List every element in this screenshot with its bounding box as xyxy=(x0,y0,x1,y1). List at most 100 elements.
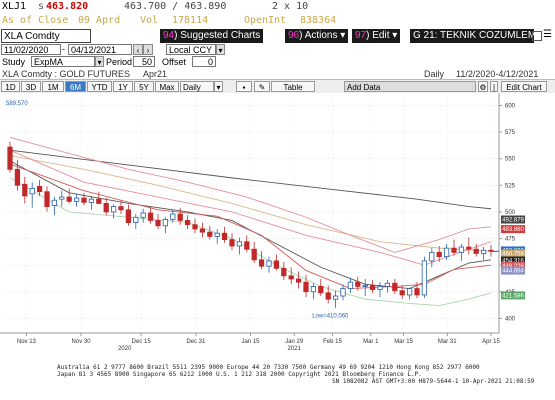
offset-input[interactable]: 0 xyxy=(192,56,216,67)
period-ytd-button[interactable]: YTD xyxy=(87,81,112,92)
chart-toolbar: 1D 3D 1M 6M YTD 1Y 5Y Max Daily ▾ ▪ ✎ Ta… xyxy=(0,79,555,94)
security-input[interactable]: XLA Comdty xyxy=(1,29,91,43)
candle-body xyxy=(355,281,361,287)
moving-average-line xyxy=(9,155,492,252)
candle-body xyxy=(110,206,117,213)
function-bar: XLA Comdty 94) Suggested Charts 96) Acti… xyxy=(0,28,555,44)
candle-body xyxy=(392,282,398,292)
start-date-input[interactable]: 11/02/2020 xyxy=(1,44,61,55)
currency-select[interactable]: Local CCY xyxy=(166,44,216,55)
openint-value: 838364 xyxy=(300,15,337,26)
x-tick-label: Mar 31 xyxy=(438,339,457,345)
frequency-select[interactable]: Daily xyxy=(180,81,214,92)
suggested-charts-button[interactable]: 94) Suggested Charts xyxy=(160,29,264,43)
edit-label: Edit xyxy=(372,30,390,41)
period-3d-button[interactable]: 3D xyxy=(21,81,41,92)
candle-body xyxy=(118,206,124,211)
candle-body xyxy=(362,284,368,287)
candle-body xyxy=(384,282,391,287)
y-tick-label: 575 xyxy=(505,130,516,136)
period-6m-button[interactable]: 6M xyxy=(65,81,86,92)
value-label-text: 492.879 xyxy=(502,218,524,224)
value-label-box xyxy=(501,266,525,275)
year-label: 2021 xyxy=(288,346,302,352)
window-restore-icon[interactable] xyxy=(532,31,542,41)
chart-title-box[interactable]: G 21: TEKNIK COZUMLEM... xyxy=(410,29,534,43)
candle-body xyxy=(229,239,235,247)
candle-body xyxy=(170,213,176,220)
prev-arrow-icon[interactable]: ‹ xyxy=(133,44,143,55)
frequency-label: Daily xyxy=(424,68,445,79)
x-tick-label: Apr 15 xyxy=(482,339,500,345)
y-tick-label: 550 xyxy=(505,157,516,163)
x-tick-label: Jan 15 xyxy=(241,339,260,345)
period-1d-button[interactable]: 1D xyxy=(1,81,20,92)
edit-num: 97 xyxy=(355,30,367,41)
actions-button[interactable]: 96) Actions ▾ xyxy=(285,29,349,43)
candle-body xyxy=(332,295,339,300)
add-data-input[interactable]: Add Data xyxy=(344,81,476,92)
suggested-num: 94 xyxy=(163,30,175,41)
end-date-input[interactable]: 04/12/2021 xyxy=(68,44,132,55)
footer-line-1: Australia 61 2 9777 8600 Brazil 5511 239… xyxy=(57,364,480,371)
candle-body xyxy=(369,284,376,291)
period-input[interactable]: 50 xyxy=(133,56,155,67)
period-1y-button[interactable]: 1Y xyxy=(113,81,133,92)
value-labels: 492.879483.860463.820460.758454.316449.2… xyxy=(501,215,525,300)
draw-tool-icon[interactable]: ▪ xyxy=(236,81,252,92)
edit-button[interactable]: 97) Edit ▾ xyxy=(352,29,401,43)
annotate-tool-icon[interactable]: ✎ xyxy=(254,81,270,92)
actions-label: Actions xyxy=(304,30,338,41)
candle-body xyxy=(81,197,87,203)
candle-body xyxy=(451,247,457,253)
last-prefix: s xyxy=(38,1,45,12)
study-dropdown-icon[interactable]: ▾ xyxy=(95,56,104,67)
candle-body xyxy=(147,212,154,221)
candlesticks xyxy=(7,141,494,308)
candle-body xyxy=(96,198,102,204)
next-arrow-icon[interactable]: › xyxy=(143,44,153,55)
value-label-box xyxy=(501,225,525,234)
candle-body xyxy=(184,220,191,226)
candle-body xyxy=(458,246,465,253)
asof-date: 09 Aprd xyxy=(78,15,121,26)
menu-icon[interactable]: ☰ xyxy=(543,29,552,40)
currency-dropdown-icon[interactable]: ▾ xyxy=(216,44,225,55)
moving-average-line xyxy=(9,163,492,290)
toggle-icon[interactable]: | xyxy=(490,81,498,92)
candle-body xyxy=(347,281,354,289)
candle-body xyxy=(325,292,331,300)
candle-body xyxy=(251,248,257,261)
y-tick-label: 475 xyxy=(505,237,516,243)
actions-num: 96 xyxy=(288,30,300,41)
x-tick-label: Feb 15 xyxy=(323,339,342,345)
study-select[interactable]: ExpMA xyxy=(31,56,95,67)
value-label-text: 483.860 xyxy=(502,227,524,233)
period-5y-button[interactable]: 5Y xyxy=(134,81,154,92)
period-max-button[interactable]: Max xyxy=(155,81,179,92)
edit-chart-button[interactable]: Edit Chart xyxy=(501,81,547,92)
candle-body xyxy=(244,241,250,250)
candle-body xyxy=(377,286,383,291)
settings-icon[interactable]: ⚙ xyxy=(478,81,488,92)
footer-line-2: Japan 81 3 4565 8900 Singapore 65 6212 1… xyxy=(57,371,422,378)
candle-body xyxy=(155,220,161,227)
x-tick-label: Nov 30 xyxy=(72,339,92,345)
frequency-dropdown-icon[interactable]: ▾ xyxy=(214,81,223,92)
study-label: Study xyxy=(2,57,26,67)
moving-average-line xyxy=(9,149,492,210)
value-label-box xyxy=(501,249,525,258)
candle-body xyxy=(295,278,302,283)
candle-body xyxy=(258,259,265,267)
suggested-label: Suggested Charts xyxy=(180,30,261,41)
table-button[interactable]: Table xyxy=(271,81,315,92)
candle-body xyxy=(192,224,198,230)
candle-body xyxy=(207,231,213,237)
vol-value: 178114 xyxy=(172,15,209,26)
candle-body xyxy=(480,249,487,254)
candle-body xyxy=(73,197,80,202)
value-label-box xyxy=(501,261,525,270)
period-1m-button[interactable]: 1M xyxy=(42,81,64,92)
candle-body xyxy=(51,199,58,206)
